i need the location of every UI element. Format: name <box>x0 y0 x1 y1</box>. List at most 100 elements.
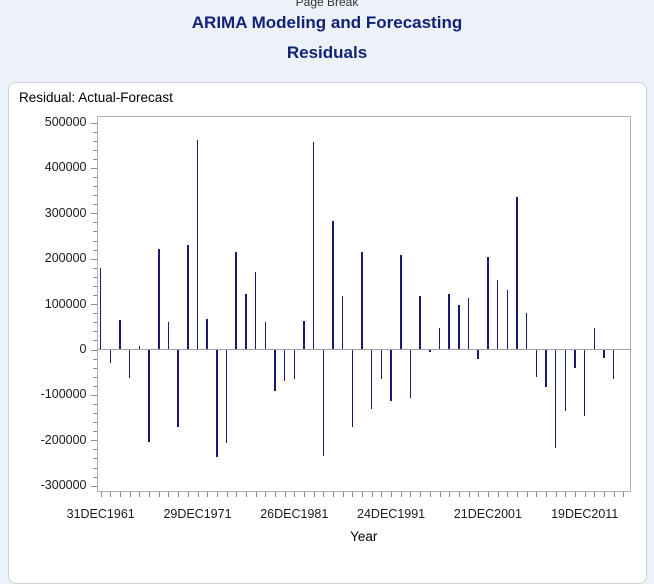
residual-needle <box>361 251 363 350</box>
residual-needle <box>429 349 431 353</box>
residual-needle <box>409 349 412 398</box>
y-major-tick <box>90 394 97 396</box>
residual-needle <box>612 349 615 380</box>
page-break-label: Page Break <box>295 0 359 9</box>
residual-needle <box>535 349 538 378</box>
residual-needle <box>196 140 199 350</box>
x-tick <box>468 492 470 497</box>
residual-needle <box>574 349 576 368</box>
x-tick <box>120 492 122 497</box>
y-minor-tick <box>93 222 97 224</box>
residual-needle <box>264 321 266 350</box>
zero-line <box>96 349 631 350</box>
y-minor-tick <box>93 204 97 206</box>
residual-needle <box>322 349 325 457</box>
x-tick <box>613 492 615 497</box>
residual-needle <box>312 141 315 350</box>
y-minor-tick <box>93 176 97 178</box>
y-minor-tick <box>93 131 97 133</box>
y-minor-tick <box>93 403 97 405</box>
residual-needle <box>545 349 547 388</box>
x-tick <box>187 492 189 497</box>
y-minor-tick <box>93 376 97 378</box>
x-tick <box>555 492 557 497</box>
residual-needle <box>400 255 402 350</box>
residual-needle <box>603 349 605 358</box>
y-major-tick <box>90 167 97 169</box>
x-tick <box>294 492 296 497</box>
residual-needle-chart: 500000 400000 300000 200000 100000 0 -100000 -2… <box>9 83 646 583</box>
x-tick <box>313 492 315 497</box>
residual-needle <box>370 349 373 410</box>
residual-needle <box>225 349 228 444</box>
residual-needle <box>419 296 421 350</box>
residual-needle <box>516 196 518 350</box>
x-tick <box>536 492 538 497</box>
y-minor-tick <box>93 195 97 197</box>
x-tick <box>168 492 170 497</box>
y-tick-label: -100000 <box>40 387 87 402</box>
x-tick <box>100 492 102 497</box>
residual-needle <box>496 280 499 350</box>
residual-needle <box>254 272 257 350</box>
plot-frame <box>96 116 631 492</box>
residual-needle <box>390 349 392 402</box>
y-minor-tick <box>93 140 97 142</box>
x-tick <box>478 492 480 497</box>
residual-needle <box>554 349 557 448</box>
residual-needle <box>593 327 596 350</box>
y-minor-tick <box>93 276 97 278</box>
residual-needle <box>119 320 121 350</box>
residual-needle <box>487 257 489 350</box>
y-minor-tick <box>93 449 97 451</box>
residual-needle <box>109 349 112 364</box>
x-tick <box>381 492 383 497</box>
x-axis-title: Year <box>350 529 378 544</box>
residual-needle <box>583 349 586 417</box>
y-major-tick <box>90 485 97 487</box>
x-tick <box>400 492 402 497</box>
residual-needle <box>341 295 344 350</box>
x-tick <box>623 492 625 497</box>
x-tick-label: 31DEC1961 <box>66 507 135 521</box>
y-minor-tick <box>93 467 97 469</box>
page-title: ARIMA Modeling and Forecasting <box>191 13 463 32</box>
y-major-tick <box>90 213 97 215</box>
y-minor-tick <box>93 267 97 269</box>
output-panel: Residual: Actual-Forecast 500000 400000 30… <box>8 82 647 584</box>
x-tick <box>497 492 499 497</box>
x-tick <box>362 492 364 497</box>
x-tick <box>274 492 276 497</box>
plot-title: Residual: Actual-Forecast <box>19 90 173 105</box>
x-tick <box>158 492 160 497</box>
y-minor-tick <box>93 385 97 387</box>
x-tick <box>333 492 335 497</box>
x-tick <box>110 492 112 497</box>
x-tick <box>129 492 131 497</box>
x-tick <box>429 492 431 497</box>
y-minor-tick <box>93 186 97 188</box>
residual-needle <box>148 349 150 443</box>
y-major-tick <box>90 304 97 306</box>
x-tick-label: 24DEC1991 <box>357 507 426 521</box>
residual-needle <box>525 312 528 350</box>
x-tick <box>584 492 586 497</box>
y-minor-tick <box>93 431 97 433</box>
y-minor-tick <box>93 367 97 369</box>
y-minor-tick <box>93 476 97 478</box>
residual-needle <box>351 349 354 428</box>
y-tick-label: -300000 <box>40 478 87 493</box>
x-tick <box>594 492 596 497</box>
y-minor-tick <box>93 158 97 160</box>
x-tick <box>507 492 509 497</box>
x-tick <box>604 492 606 497</box>
x-tick-label: 19DEC2011 <box>551 507 619 521</box>
residual-needle <box>99 267 102 350</box>
x-tick <box>255 492 257 497</box>
y-tick-label: 300000 <box>44 205 87 220</box>
y-minor-tick <box>93 231 97 233</box>
x-tick <box>284 492 286 497</box>
x-tick <box>545 492 547 497</box>
residual-needle <box>438 328 441 350</box>
x-tick <box>410 492 412 497</box>
